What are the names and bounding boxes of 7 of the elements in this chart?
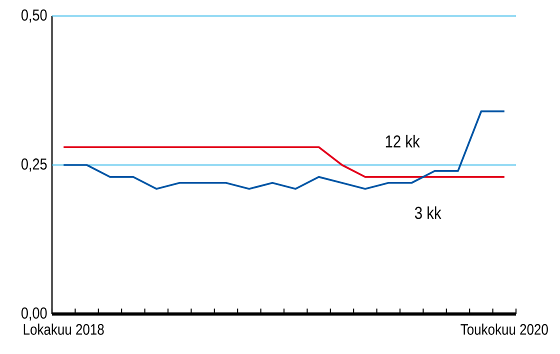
y-tick-label: 0,25 [21, 158, 47, 172]
x-tick-label: Lokakuu 2018 [24, 324, 104, 335]
series-label: 12 kk [386, 134, 420, 148]
x-tick-label: Toukokuu 2020 [460, 324, 548, 335]
y-tick-label: 0,50 [21, 9, 47, 23]
series-label: 3 kk [414, 206, 442, 220]
y-tick-label: 0,00 [21, 307, 47, 321]
